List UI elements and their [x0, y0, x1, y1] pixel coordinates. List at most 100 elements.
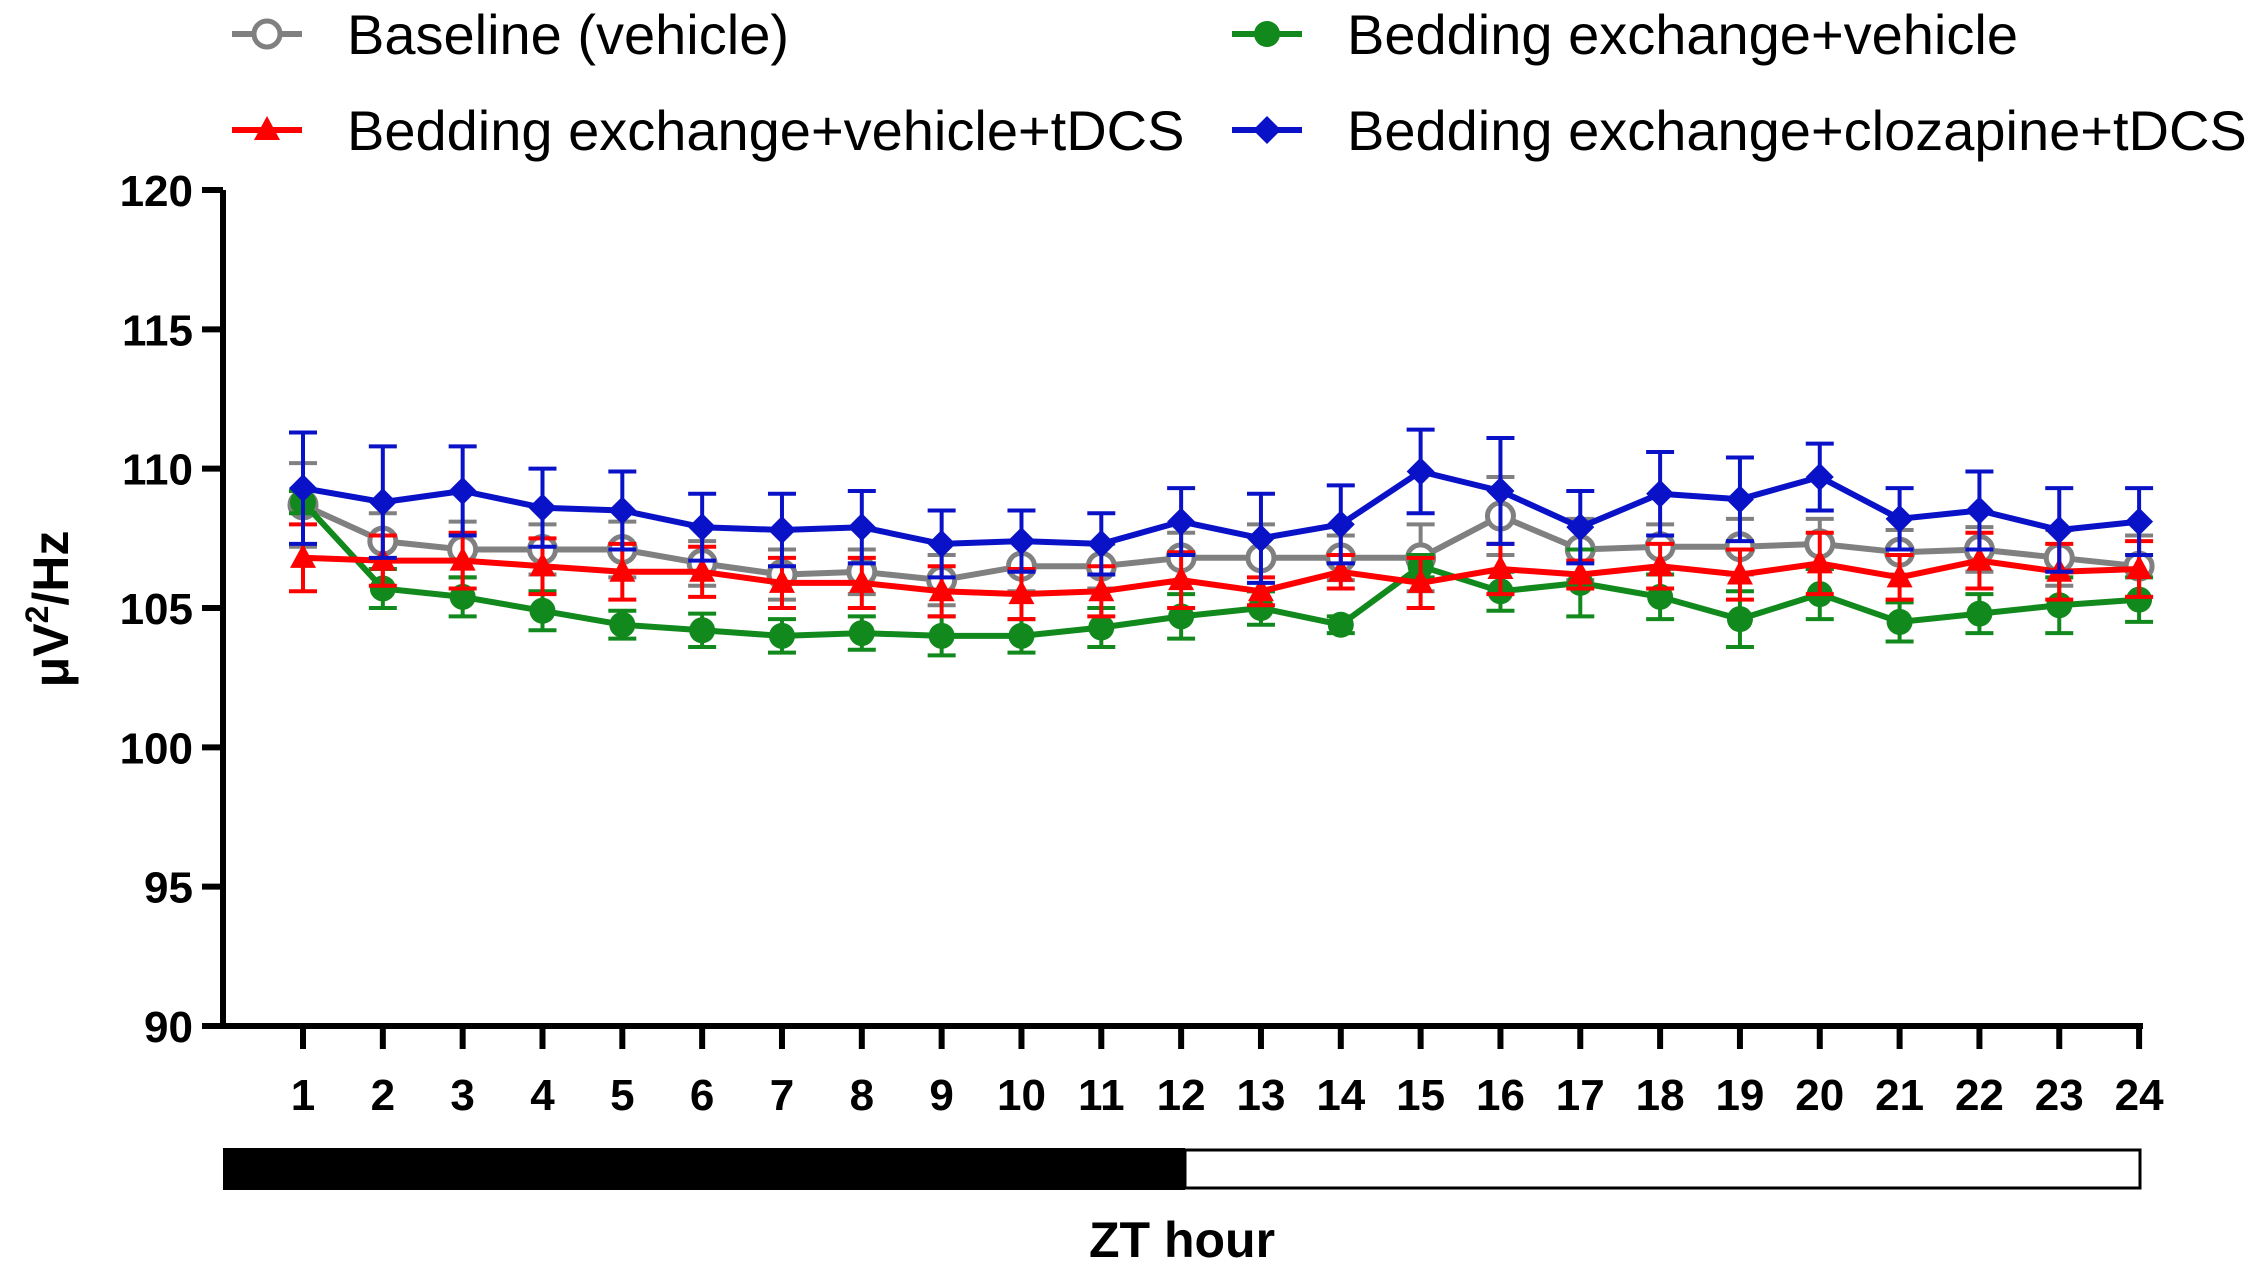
data-point [1806, 549, 1833, 574]
data-point [1008, 622, 1035, 649]
data-point [609, 557, 636, 582]
data-point [1965, 496, 1994, 525]
data-point [768, 568, 795, 593]
y-tick-label: 100 [120, 724, 193, 773]
data-point [1168, 566, 1195, 591]
data-point [1486, 476, 1515, 505]
legend-marker-bedding-vehicle-tdcs [254, 116, 280, 140]
data-point [290, 543, 316, 568]
data-point [1007, 527, 1036, 556]
x-tick-label: 17 [1556, 1071, 1605, 1120]
light-phase-bar [1183, 1148, 2142, 1190]
data-point [1246, 524, 1275, 553]
x-tick-label: 10 [997, 1071, 1046, 1120]
x-tick-label: 11 [1078, 1071, 1125, 1120]
data-point [688, 513, 717, 542]
series-bedding-exchange-clozapine-tdcs [289, 427, 2154, 585]
x-tick-label: 12 [1157, 1071, 1206, 1120]
legend-item-bedding-vehicle-tdcs: Bedding exchange+vehicle+tDCS [232, 99, 1184, 162]
legend-label-bedding-vehicle-tdcs: Bedding exchange+vehicle+tDCS [347, 99, 1184, 162]
y-axis-title: μV2/Hz [19, 531, 79, 688]
x-tick-label: 9 [929, 1071, 953, 1120]
legend-marker-bedding-clozapine-tdcs [1253, 116, 1281, 144]
x-tick-label: 6 [690, 1071, 714, 1120]
data-point [1008, 580, 1035, 605]
y-tick-label: 115 [122, 306, 193, 355]
data-point [529, 552, 556, 577]
data-point [1886, 563, 1913, 588]
x-tick-label: 24 [2115, 1071, 2164, 1120]
x-tick-label: 13 [1236, 1071, 1285, 1120]
data-point [847, 513, 876, 542]
data-point [928, 577, 955, 602]
legend-item-bedding-clozapine-tdcs: Bedding exchange+clozapine+tDCS [1232, 99, 2247, 162]
data-point [1885, 504, 1914, 533]
legend-label-baseline: Baseline (vehicle) [347, 3, 789, 66]
data-point [608, 496, 637, 525]
data-point [848, 568, 875, 593]
data-point [1725, 485, 1754, 514]
data-point [848, 620, 875, 647]
data-point [449, 546, 476, 571]
series-line [300, 500, 2140, 639]
x-tick-label: 18 [1636, 1071, 1685, 1120]
data-point [1487, 554, 1514, 579]
data-point [1966, 600, 1993, 627]
x-tick-label: 5 [610, 1071, 634, 1120]
data-point [1247, 595, 1274, 621]
data-point [1087, 529, 1116, 558]
legend-marker-bedding-vehicle [1254, 21, 1280, 47]
data-point [1088, 614, 1115, 641]
data-point [1566, 513, 1595, 542]
x-tick-label: 14 [1316, 1071, 1365, 1120]
data-point [1646, 479, 1675, 508]
legend: Baseline (vehicle) Bedding exchange+vehi… [232, 3, 2247, 162]
legend-item-baseline: Baseline (vehicle) [232, 3, 789, 66]
data-point [927, 529, 956, 558]
x-tick-label: 2 [371, 1071, 395, 1120]
data-point [2045, 515, 2074, 544]
data-point [1167, 507, 1196, 536]
data-point [368, 488, 397, 517]
data-point [369, 575, 396, 602]
data-point [1327, 611, 1354, 638]
data-point [928, 622, 955, 649]
legend-item-bedding-vehicle: Bedding exchange+vehicle [1232, 3, 2018, 66]
data-point [1407, 568, 1434, 593]
y-tick-label: 90 [144, 1003, 193, 1052]
data-point [1647, 552, 1674, 577]
x-tick-label: 8 [850, 1071, 874, 1120]
y-ticks: 90 95 100 105 110 115 120 [120, 167, 223, 1052]
x-tick-label: 23 [2035, 1071, 2084, 1120]
dark-phase-bar [223, 1148, 1185, 1190]
x-tick-label: 16 [1476, 1071, 1525, 1120]
data-point [767, 515, 796, 544]
x-tick-label: 15 [1396, 1071, 1445, 1120]
data-point [689, 557, 716, 582]
data-point [1726, 560, 1753, 585]
x-axis-title: ZT hour [1089, 1212, 1275, 1268]
data-point [1886, 608, 1913, 635]
x-tick-label: 7 [770, 1071, 794, 1120]
data-point [1567, 560, 1594, 585]
y-tick-label: 105 [120, 585, 193, 634]
data-point [1805, 463, 1834, 492]
x-tick-label: 21 [1875, 1071, 1924, 1120]
series-bedding-exchange-vehicle-tdcs [289, 522, 2154, 622]
x-tick-label: 4 [530, 1071, 555, 1120]
data-point [529, 597, 556, 624]
x-tick-label: 19 [1715, 1071, 1764, 1120]
data-point [2126, 554, 2153, 579]
data-point [1326, 510, 1355, 539]
data-point [448, 476, 477, 505]
data-point [1327, 557, 1354, 582]
data-point [689, 617, 716, 644]
data-point [1247, 577, 1274, 602]
x-tick-label: 22 [1955, 1071, 2004, 1120]
data-point [1966, 546, 1993, 571]
data-point [1088, 577, 1115, 602]
data-point [2126, 586, 2153, 613]
x-tick-label: 3 [450, 1071, 474, 1120]
data-point [1726, 606, 1753, 633]
